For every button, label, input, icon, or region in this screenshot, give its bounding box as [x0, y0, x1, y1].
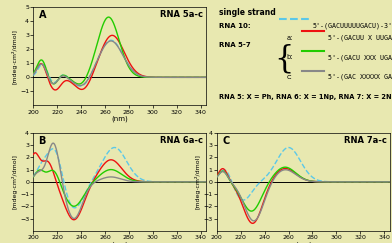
Text: RNA 5: X = Ph, RNA 6: X = 1Np, RNA 7: X = 2Np: RNA 5: X = Ph, RNA 6: X = 1Np, RNA 7: X … — [219, 94, 392, 100]
Text: 5'-(GACUUUUUGACU)-3': 5'-(GACUUUUUGACU)-3' — [312, 23, 392, 29]
Text: single strand: single strand — [219, 8, 275, 17]
Y-axis label: [mdeg·cm²/dmol]: [mdeg·cm²/dmol] — [11, 29, 17, 84]
Text: B: B — [38, 136, 46, 146]
Text: RNA 7a-c: RNA 7a-c — [344, 136, 387, 145]
Text: A: A — [38, 10, 46, 20]
Text: {: { — [274, 44, 293, 75]
Y-axis label: [mdeg·cm²/dmol]: [mdeg·cm²/dmol] — [11, 154, 17, 209]
Y-axis label: [mdeg·cm²/dmol]: [mdeg·cm²/dmol] — [195, 154, 201, 209]
Text: 5'-(GACUU X UUGACU)-3': 5'-(GACUU X UUGACU)-3' — [328, 35, 392, 41]
X-axis label: (nm): (nm) — [295, 241, 312, 243]
Text: RNA 6a-c: RNA 6a-c — [160, 136, 203, 145]
Text: C: C — [222, 136, 229, 146]
Text: RNA 5a-c: RNA 5a-c — [160, 10, 203, 19]
X-axis label: (nm): (nm) — [112, 241, 128, 243]
Text: c:: c: — [286, 74, 292, 80]
Text: RNA 10:: RNA 10: — [219, 23, 250, 29]
Text: 5'-(GACU XXX UGACU)-3': 5'-(GACU XXX UGACU)-3' — [328, 54, 392, 61]
Text: RNA 5-7: RNA 5-7 — [219, 42, 250, 48]
Text: a:: a: — [286, 35, 292, 41]
X-axis label: (nm): (nm) — [112, 116, 128, 122]
Text: 5'-(GAC XXXXX GACU)-3': 5'-(GAC XXXXX GACU)-3' — [328, 74, 392, 80]
Text: b:: b: — [286, 54, 293, 60]
